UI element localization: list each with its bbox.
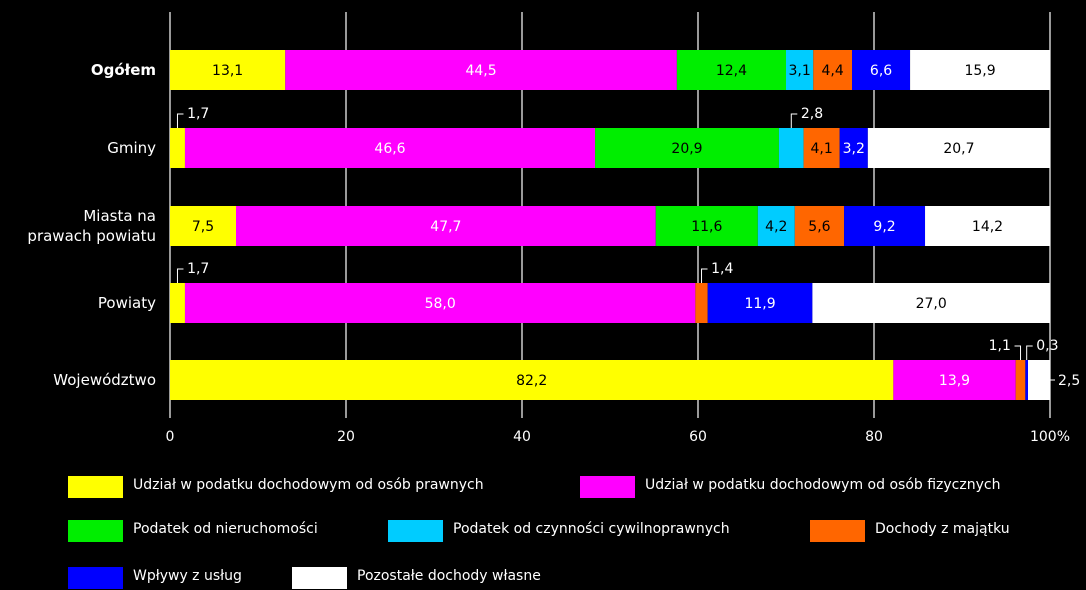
value-label: 3,1 <box>789 63 811 79</box>
x-tick-label: 40 <box>513 429 531 445</box>
value-label: 20,7 <box>943 141 974 157</box>
bar-segment <box>170 50 286 90</box>
value-label: 2,5 <box>1058 373 1080 389</box>
bar-segment <box>910 50 1050 90</box>
value-label: 13,1 <box>212 63 243 79</box>
bar-segment <box>794 206 845 246</box>
value-label: 15,9 <box>964 63 995 79</box>
bar-segment <box>676 50 786 90</box>
x-tick-label: 0 <box>166 429 175 445</box>
value-label: 2,8 <box>801 106 823 122</box>
legend-label: Udział w podatku dochodowym od osób praw… <box>133 477 484 493</box>
bar-segment <box>170 283 185 323</box>
legend-label: Podatek od nieruchomości <box>133 521 318 537</box>
bar-segment <box>925 206 1050 246</box>
value-label: 4,4 <box>822 63 844 79</box>
legend-label: Pozostałe dochody własne <box>357 568 541 584</box>
value-label: 14,2 <box>972 219 1003 235</box>
bar-segment <box>695 283 708 323</box>
bar-segment <box>813 50 852 90</box>
bar-segment <box>1015 360 1026 400</box>
value-label: 11,6 <box>691 219 722 235</box>
legend-swatch <box>388 520 443 542</box>
legend-swatch <box>292 567 347 589</box>
value-label: 44,5 <box>465 63 496 79</box>
bar-segment <box>595 128 779 168</box>
value-label: 5,6 <box>808 219 830 235</box>
category-label: Ogółem <box>90 61 156 79</box>
legend-swatch <box>810 520 865 542</box>
bar-segment <box>893 360 1016 400</box>
leader-line <box>176 113 184 128</box>
x-tick-label: 60 <box>689 429 707 445</box>
category-label: Miasta na prawach powiatu <box>27 207 156 245</box>
bar-segment <box>778 128 804 168</box>
category-label: Gminy <box>107 139 156 157</box>
legend-swatch <box>68 567 123 589</box>
legend-label: Podatek od czynności cywilnoprawnych <box>453 521 730 537</box>
leader-line <box>701 268 708 283</box>
category-label: Powiaty <box>97 294 156 312</box>
category-label: Województwo <box>53 371 156 389</box>
bar-segment <box>1025 360 1028 400</box>
value-label: 46,6 <box>374 141 405 157</box>
legend-swatch <box>68 476 123 498</box>
bar-segment <box>867 128 1050 168</box>
leader-line <box>176 268 184 283</box>
bar-segment <box>184 128 596 168</box>
bar-segment <box>236 206 656 246</box>
legend-swatch <box>580 476 635 498</box>
value-label: 58,0 <box>425 296 456 312</box>
bar-segment <box>184 283 696 323</box>
value-label: 13,9 <box>939 373 970 389</box>
value-label: 82,2 <box>516 373 547 389</box>
value-label: 4,2 <box>765 219 787 235</box>
x-tick-label: 100% <box>1030 429 1070 445</box>
bar-segment <box>839 128 868 168</box>
value-label: 27,0 <box>916 296 947 312</box>
value-label: 1,7 <box>187 106 209 122</box>
value-label: 9,2 <box>873 219 895 235</box>
legend-label: Udział w podatku dochodowym od osób fizy… <box>645 477 1001 493</box>
bar-segment <box>170 128 185 168</box>
bar-segment <box>757 206 795 246</box>
bar-segment <box>170 206 236 246</box>
value-label: 20,9 <box>671 141 702 157</box>
leader-line <box>1026 345 1033 360</box>
value-label: 7,5 <box>192 219 214 235</box>
leader-line <box>790 113 798 128</box>
legend-label: Dochody z majątku <box>875 521 1010 537</box>
bar-segment <box>812 283 1050 323</box>
value-label: 47,7 <box>430 219 461 235</box>
bar-segment <box>1028 360 1050 400</box>
legend-label: Wpływy z usług <box>133 568 242 584</box>
x-tick-label: 80 <box>865 429 883 445</box>
x-tick-label: 20 <box>337 429 355 445</box>
value-label: 1,7 <box>187 261 209 277</box>
value-label: 12,4 <box>716 63 747 79</box>
value-label: 6,6 <box>870 63 892 79</box>
value-label: 1,4 <box>711 261 733 277</box>
legend-swatch <box>68 520 123 542</box>
leader-line <box>1014 345 1022 360</box>
value-label: 0,3 <box>1036 338 1058 354</box>
bar-segment <box>655 206 758 246</box>
value-label: 3,2 <box>843 141 865 157</box>
bar-segment <box>170 360 894 400</box>
bar-segment <box>844 206 926 246</box>
value-label: 4,1 <box>811 141 833 157</box>
bar-segment <box>786 50 814 90</box>
bar-segment <box>285 50 677 90</box>
bar-segment <box>707 283 813 323</box>
bar-segment <box>852 50 911 90</box>
bar-segment <box>803 128 840 168</box>
value-label: 1,1 <box>989 338 1011 354</box>
value-label: 11,9 <box>744 296 775 312</box>
